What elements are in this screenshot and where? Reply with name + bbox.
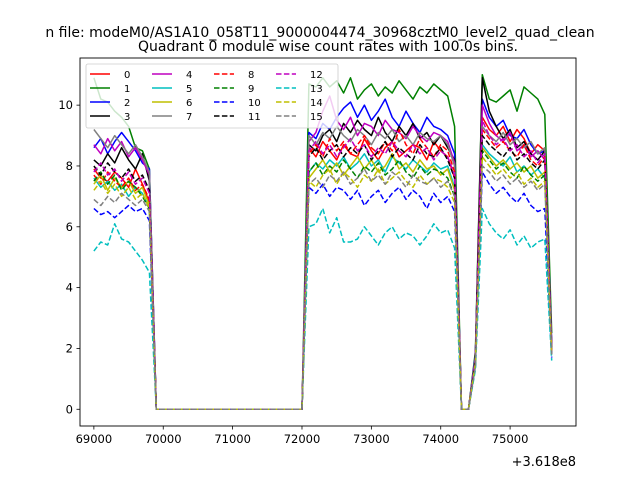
x-tick-label: 70000 xyxy=(145,432,182,446)
legend-label-7: 7 xyxy=(186,112,192,123)
legend-label-10: 10 xyxy=(248,98,261,109)
y-axis: 0 2 4 6 8 10 xyxy=(58,98,80,416)
legend-label-12: 12 xyxy=(310,70,323,81)
x-axis: 69000 70000 71000 72000 73000 74000 75000 xyxy=(76,426,529,446)
legend-label-13: 13 xyxy=(310,84,323,95)
y-tick-label: 6 xyxy=(66,220,73,234)
series-line-15 xyxy=(93,165,553,411)
x-tick-label: 75000 xyxy=(492,432,529,446)
y-tick-label: 4 xyxy=(66,281,73,295)
legend-label-8: 8 xyxy=(248,70,254,81)
y-tick-label: 2 xyxy=(66,341,73,355)
legend-label-3: 3 xyxy=(124,112,130,123)
chart-title: Quadrant 0 module wise count rates with … xyxy=(138,39,518,55)
x-offset-label: +3.618e8 xyxy=(512,455,576,470)
y-tick-label: 10 xyxy=(58,98,73,112)
x-tick-label: 71000 xyxy=(214,432,251,446)
y-tick-label: 8 xyxy=(66,159,73,173)
plot-frame xyxy=(79,57,577,427)
legend-label-1: 1 xyxy=(124,84,130,95)
x-tick-label: 69000 xyxy=(76,432,113,446)
legend-label-6: 6 xyxy=(186,98,192,109)
plot-lines xyxy=(93,73,553,411)
legend-label-9: 9 xyxy=(248,84,254,95)
figure-suptitle: n file: modeM0/AS1A10_058T11_9000004474_… xyxy=(45,25,594,41)
legend-label-0: 0 xyxy=(124,70,130,81)
legend-label-14: 14 xyxy=(310,98,323,109)
legend-label-2: 2 xyxy=(124,98,130,109)
legend-label-15: 15 xyxy=(310,112,323,123)
legend-label-4: 4 xyxy=(186,70,192,81)
legend-label-5: 5 xyxy=(186,84,192,95)
x-tick-label: 74000 xyxy=(422,432,459,446)
x-tick-label: 72000 xyxy=(284,432,321,446)
legend-box xyxy=(85,63,339,129)
legend-label-11: 11 xyxy=(248,112,261,123)
y-tick-label: 0 xyxy=(66,402,73,416)
x-tick-label: 73000 xyxy=(353,432,390,446)
